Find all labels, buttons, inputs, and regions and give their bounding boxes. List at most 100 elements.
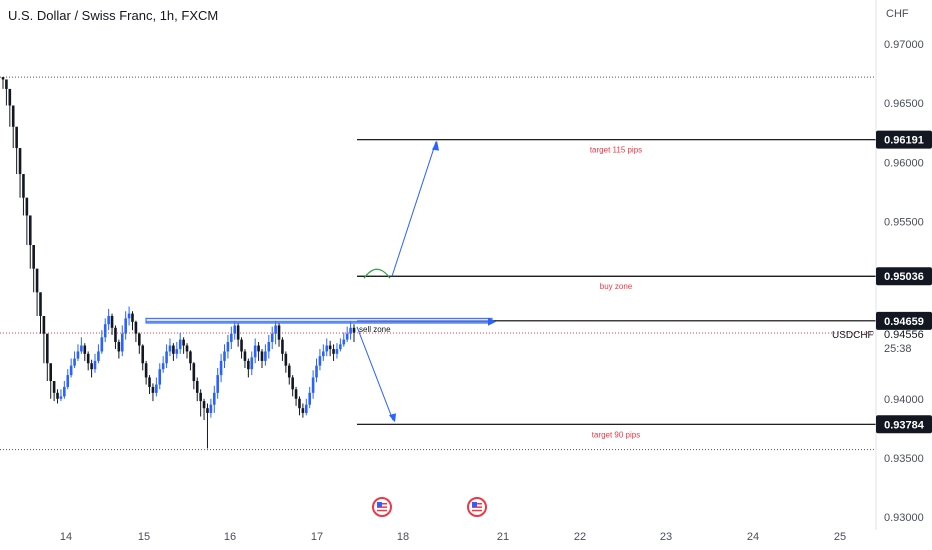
- candle-body: [223, 351, 226, 361]
- candle-body: [11, 105, 15, 127]
- flag-stripe: [377, 509, 387, 512]
- candle-body: [83, 345, 87, 354]
- candle-body: [311, 377, 315, 393]
- candle-body: [270, 333, 274, 342]
- candle-body: [148, 377, 151, 387]
- y-tick-label: 0.97000: [884, 39, 924, 51]
- candle-body: [216, 375, 219, 393]
- candle-body: [352, 327, 356, 333]
- candle-body: [253, 345, 257, 358]
- candle-body: [39, 292, 42, 316]
- candle-body: [236, 325, 240, 340]
- down-projection-arrow: [356, 326, 394, 421]
- candle-body: [240, 339, 243, 352]
- candle-body: [131, 313, 134, 322]
- y-tick-label: 0.93000: [884, 512, 924, 524]
- grid-layer: [0, 76, 876, 451]
- candle-body: [345, 333, 349, 340]
- candle-body: [318, 356, 322, 366]
- x-tick-label: 21: [497, 531, 509, 543]
- current-price-label: 0.94556: [884, 329, 924, 341]
- candle-body: [165, 351, 168, 364]
- resistance-rectangle: [145, 317, 493, 324]
- candle-body: [192, 363, 196, 382]
- target-up-annotation: target 115 pips: [590, 146, 642, 155]
- price-label-buy: 0.95036: [884, 271, 924, 283]
- us-event-flag-icon[interactable]: [372, 497, 392, 517]
- candle-body: [322, 351, 325, 357]
- candle-body: [110, 315, 114, 328]
- candle-body: [35, 268, 39, 293]
- x-tick-label: 16: [224, 531, 236, 543]
- x-tick-label: 17: [311, 531, 323, 543]
- candle-body: [328, 345, 332, 350]
- price-axis: 0.97000 0.96500 0.96000 0.95500 0.94000 0.935…: [832, 0, 932, 530]
- candle-body: [230, 333, 233, 342]
- price-label-box-buy: [876, 267, 932, 286]
- up-projection-arrow: [391, 141, 437, 277]
- y-tick-label: 0.96500: [884, 98, 924, 110]
- candle-body: [52, 381, 56, 393]
- candle-body: [49, 363, 53, 382]
- candle-body: [291, 377, 294, 390]
- candle-body: [178, 339, 182, 350]
- y-tick-label: 0.96000: [884, 157, 924, 169]
- price-label-box-target-up: [876, 130, 932, 149]
- candle-body: [325, 345, 329, 352]
- candle-body: [267, 341, 271, 352]
- candle-layer: [1, 77, 356, 449]
- candle-body: [1, 77, 5, 80]
- candle-body: [172, 345, 175, 354]
- x-tick-label: 22: [574, 531, 586, 543]
- flag-canton: [472, 502, 477, 507]
- x-tick-label: 25: [834, 531, 846, 543]
- candle-body: [15, 126, 18, 149]
- down-arrow-head: [389, 413, 396, 423]
- candle-body: [195, 381, 199, 393]
- flag-stripe: [472, 509, 482, 512]
- x-tick-label: 15: [138, 531, 150, 543]
- candle-body: [301, 408, 305, 413]
- candle-body: [76, 351, 80, 359]
- candle-body: [86, 353, 90, 364]
- candle-body: [22, 174, 25, 198]
- candle-body: [107, 315, 110, 325]
- candle-body: [308, 392, 311, 405]
- price-label-box-target-down: [876, 415, 932, 434]
- candle-body: [120, 333, 124, 352]
- candle-body: [73, 358, 76, 366]
- y-tick-label: 0.95500: [884, 216, 924, 228]
- candle-body: [144, 363, 148, 378]
- candle-body: [93, 360, 97, 370]
- candle-body: [141, 345, 145, 364]
- candle-body: [168, 345, 172, 352]
- candle-body: [117, 341, 121, 352]
- candle-body: [28, 215, 32, 246]
- candle-body: [182, 339, 185, 346]
- candle-body: [233, 325, 237, 334]
- candle-body: [209, 404, 213, 413]
- candle-body: [298, 398, 301, 409]
- candle-body: [124, 318, 127, 334]
- price-label-target-up: 0.96191: [884, 135, 924, 147]
- candle-body: [315, 365, 318, 378]
- candle-body: [155, 384, 158, 393]
- price-label-target-down: 0.93784: [884, 419, 925, 431]
- candle-body: [56, 392, 59, 399]
- candle-body: [5, 79, 8, 89]
- buy-zone-arc: [363, 268, 391, 279]
- candle-body: [18, 148, 22, 175]
- x-tick-label: 24: [747, 531, 759, 543]
- flag-stripe: [377, 506, 387, 508]
- us-event-flag-icon[interactable]: [467, 497, 487, 517]
- candle-body: [100, 337, 104, 352]
- flag-stripe: [472, 506, 482, 508]
- candle-body: [284, 353, 288, 366]
- candle-body: [189, 351, 192, 364]
- candle-body: [349, 327, 352, 334]
- target-down-annotation: target 90 pips: [592, 430, 640, 439]
- candle-body: [59, 396, 63, 399]
- candle-body: [80, 345, 83, 352]
- candle-body: [212, 392, 216, 405]
